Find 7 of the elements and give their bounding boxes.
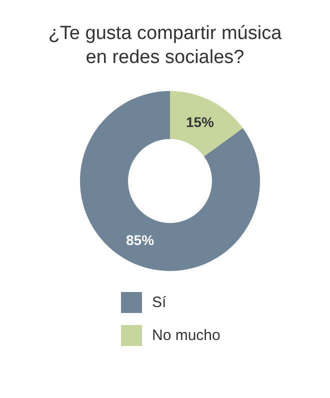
legend-label: No mucho — [152, 327, 220, 344]
donut-slice — [170, 91, 243, 156]
chart-title: ¿Te gusta compartir música en redes sociales? — [47, 22, 283, 70]
data-label: 15% — [186, 114, 215, 130]
data-label: 85% — [126, 232, 155, 248]
donut-slice — [80, 91, 260, 271]
legend-label: Sí — [152, 294, 166, 311]
